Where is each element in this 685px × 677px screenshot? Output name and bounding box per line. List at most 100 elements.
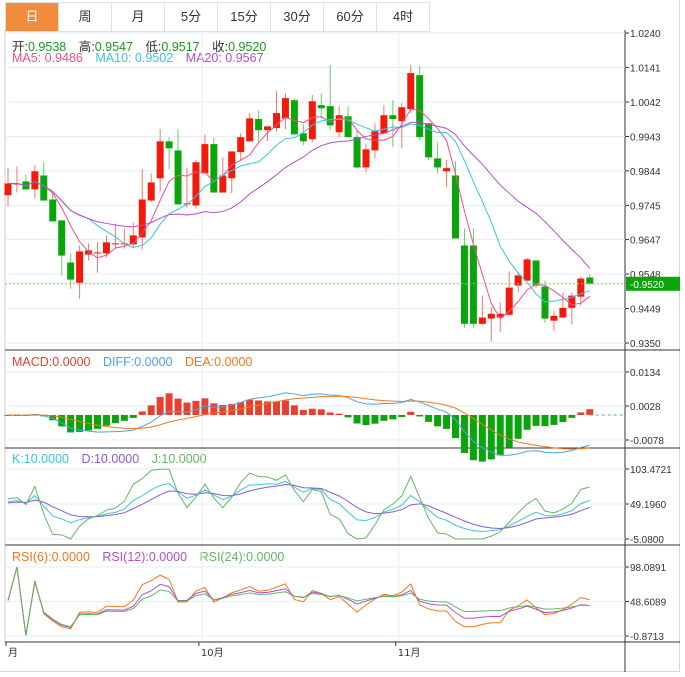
macd-bar bbox=[156, 396, 164, 415]
candle bbox=[586, 274, 594, 285]
date-label: 11月 bbox=[398, 647, 421, 659]
kdj-tick-label: 103.4721 bbox=[630, 465, 672, 476]
candle-body bbox=[353, 137, 361, 168]
macd-bar bbox=[532, 414, 540, 426]
macd-bar bbox=[335, 413, 343, 415]
rsi-legend: RSI(6):0.0000 RSI(12):0.0000 RSI(24):0.0… bbox=[12, 550, 293, 564]
candle bbox=[40, 162, 48, 201]
current-price-badge bbox=[626, 276, 680, 291]
candle bbox=[156, 129, 164, 192]
tab-7[interactable]: 4时 bbox=[377, 3, 430, 31]
candle bbox=[523, 257, 531, 281]
candle bbox=[353, 130, 361, 169]
candle-body bbox=[460, 245, 468, 324]
macd-tick-label: -0.0078 bbox=[630, 436, 664, 447]
candle bbox=[416, 66, 424, 141]
macd-bar bbox=[147, 405, 155, 415]
rsi-tick-label: 98.0891 bbox=[630, 563, 667, 574]
price-tick-label: 0.9647 bbox=[630, 236, 661, 247]
macd-bar bbox=[407, 411, 415, 415]
macd-bar bbox=[58, 414, 66, 427]
macd-bar bbox=[255, 400, 263, 415]
macd-bar bbox=[317, 409, 325, 415]
tab-1[interactable]: 周 bbox=[59, 3, 112, 31]
macd-bar bbox=[452, 414, 459, 439]
ma20-legend: MA20: 0.9567 bbox=[185, 51, 264, 65]
close-value: 0.9520 bbox=[228, 40, 267, 54]
macd-tick-label: 0.0134 bbox=[630, 368, 661, 379]
open-value: 0.9538 bbox=[27, 40, 67, 54]
candle-body bbox=[94, 252, 101, 254]
macd-bar bbox=[523, 414, 531, 430]
candle-body bbox=[299, 133, 307, 142]
candle-body bbox=[210, 144, 218, 193]
candle-body bbox=[335, 115, 343, 133]
macd-bar bbox=[192, 400, 200, 415]
candle-body bbox=[273, 113, 280, 129]
candle bbox=[201, 134, 209, 174]
tab-3[interactable]: 5分 bbox=[165, 3, 218, 31]
macd-bar bbox=[443, 414, 451, 429]
close-label: 收: bbox=[212, 40, 229, 54]
macd-bar bbox=[434, 414, 442, 427]
macd-bar bbox=[577, 412, 585, 415]
candle-body bbox=[550, 315, 558, 321]
candle bbox=[335, 106, 343, 138]
candle-body bbox=[389, 115, 397, 120]
ma20-line bbox=[8, 121, 591, 269]
candle-body bbox=[165, 141, 173, 149]
candle-body bbox=[362, 149, 370, 168]
candle bbox=[58, 220, 66, 276]
macd-bar bbox=[76, 414, 84, 432]
macd-bar bbox=[183, 402, 191, 415]
high-label: 高: bbox=[78, 40, 95, 54]
candle-body bbox=[174, 150, 182, 205]
candle bbox=[550, 310, 558, 331]
candle-body bbox=[541, 286, 549, 319]
kdj-tick-label: 49.1960 bbox=[630, 500, 667, 511]
j-legend-value: J:10.0000 bbox=[151, 452, 207, 466]
rsi24-line bbox=[7, 566, 590, 636]
price-tick-label: 0.9943 bbox=[630, 132, 661, 143]
candle bbox=[67, 253, 75, 289]
candle bbox=[264, 126, 272, 142]
candle bbox=[111, 223, 119, 249]
tab-0[interactable]: 日 bbox=[6, 3, 59, 31]
candle bbox=[76, 245, 84, 299]
candle bbox=[210, 137, 218, 193]
ma-legend: MA5: 0.9486 MA10: 0.9502 MA20: 0.9567 bbox=[12, 51, 273, 65]
macd-bar bbox=[102, 414, 110, 426]
ma10-line bbox=[8, 118, 590, 303]
candle bbox=[13, 166, 21, 193]
macd-bar bbox=[505, 414, 513, 448]
macd-bar bbox=[586, 409, 594, 415]
price-tick-label: 0.9350 bbox=[630, 339, 661, 350]
candle-body bbox=[49, 199, 57, 222]
rsi12-legend-value: RSI(12):0.0000 bbox=[102, 550, 188, 564]
tab-4[interactable]: 15分 bbox=[218, 3, 271, 31]
candle bbox=[577, 276, 585, 306]
candle bbox=[478, 295, 486, 326]
macd-bar bbox=[120, 414, 128, 421]
candle bbox=[344, 106, 352, 138]
tab-2[interactable]: 月 bbox=[112, 3, 165, 31]
candle-body bbox=[85, 250, 93, 255]
candle bbox=[246, 113, 254, 142]
candle-body bbox=[505, 287, 513, 315]
candle-body bbox=[40, 175, 48, 201]
candle-body bbox=[371, 131, 379, 151]
candle bbox=[496, 302, 504, 332]
tab-5[interactable]: 30分 bbox=[271, 3, 324, 31]
candle bbox=[290, 98, 298, 135]
candle-body bbox=[317, 105, 325, 109]
price-tick-label: 1.0042 bbox=[630, 98, 661, 109]
candle-body bbox=[219, 175, 227, 193]
macd-bar bbox=[326, 412, 334, 415]
macd-bar bbox=[478, 414, 486, 462]
candle bbox=[49, 193, 57, 222]
tab-6[interactable]: 60分 bbox=[324, 3, 377, 31]
diff-legend-value: DIFF:0.0000 bbox=[103, 355, 173, 369]
macd-bar bbox=[371, 414, 379, 424]
